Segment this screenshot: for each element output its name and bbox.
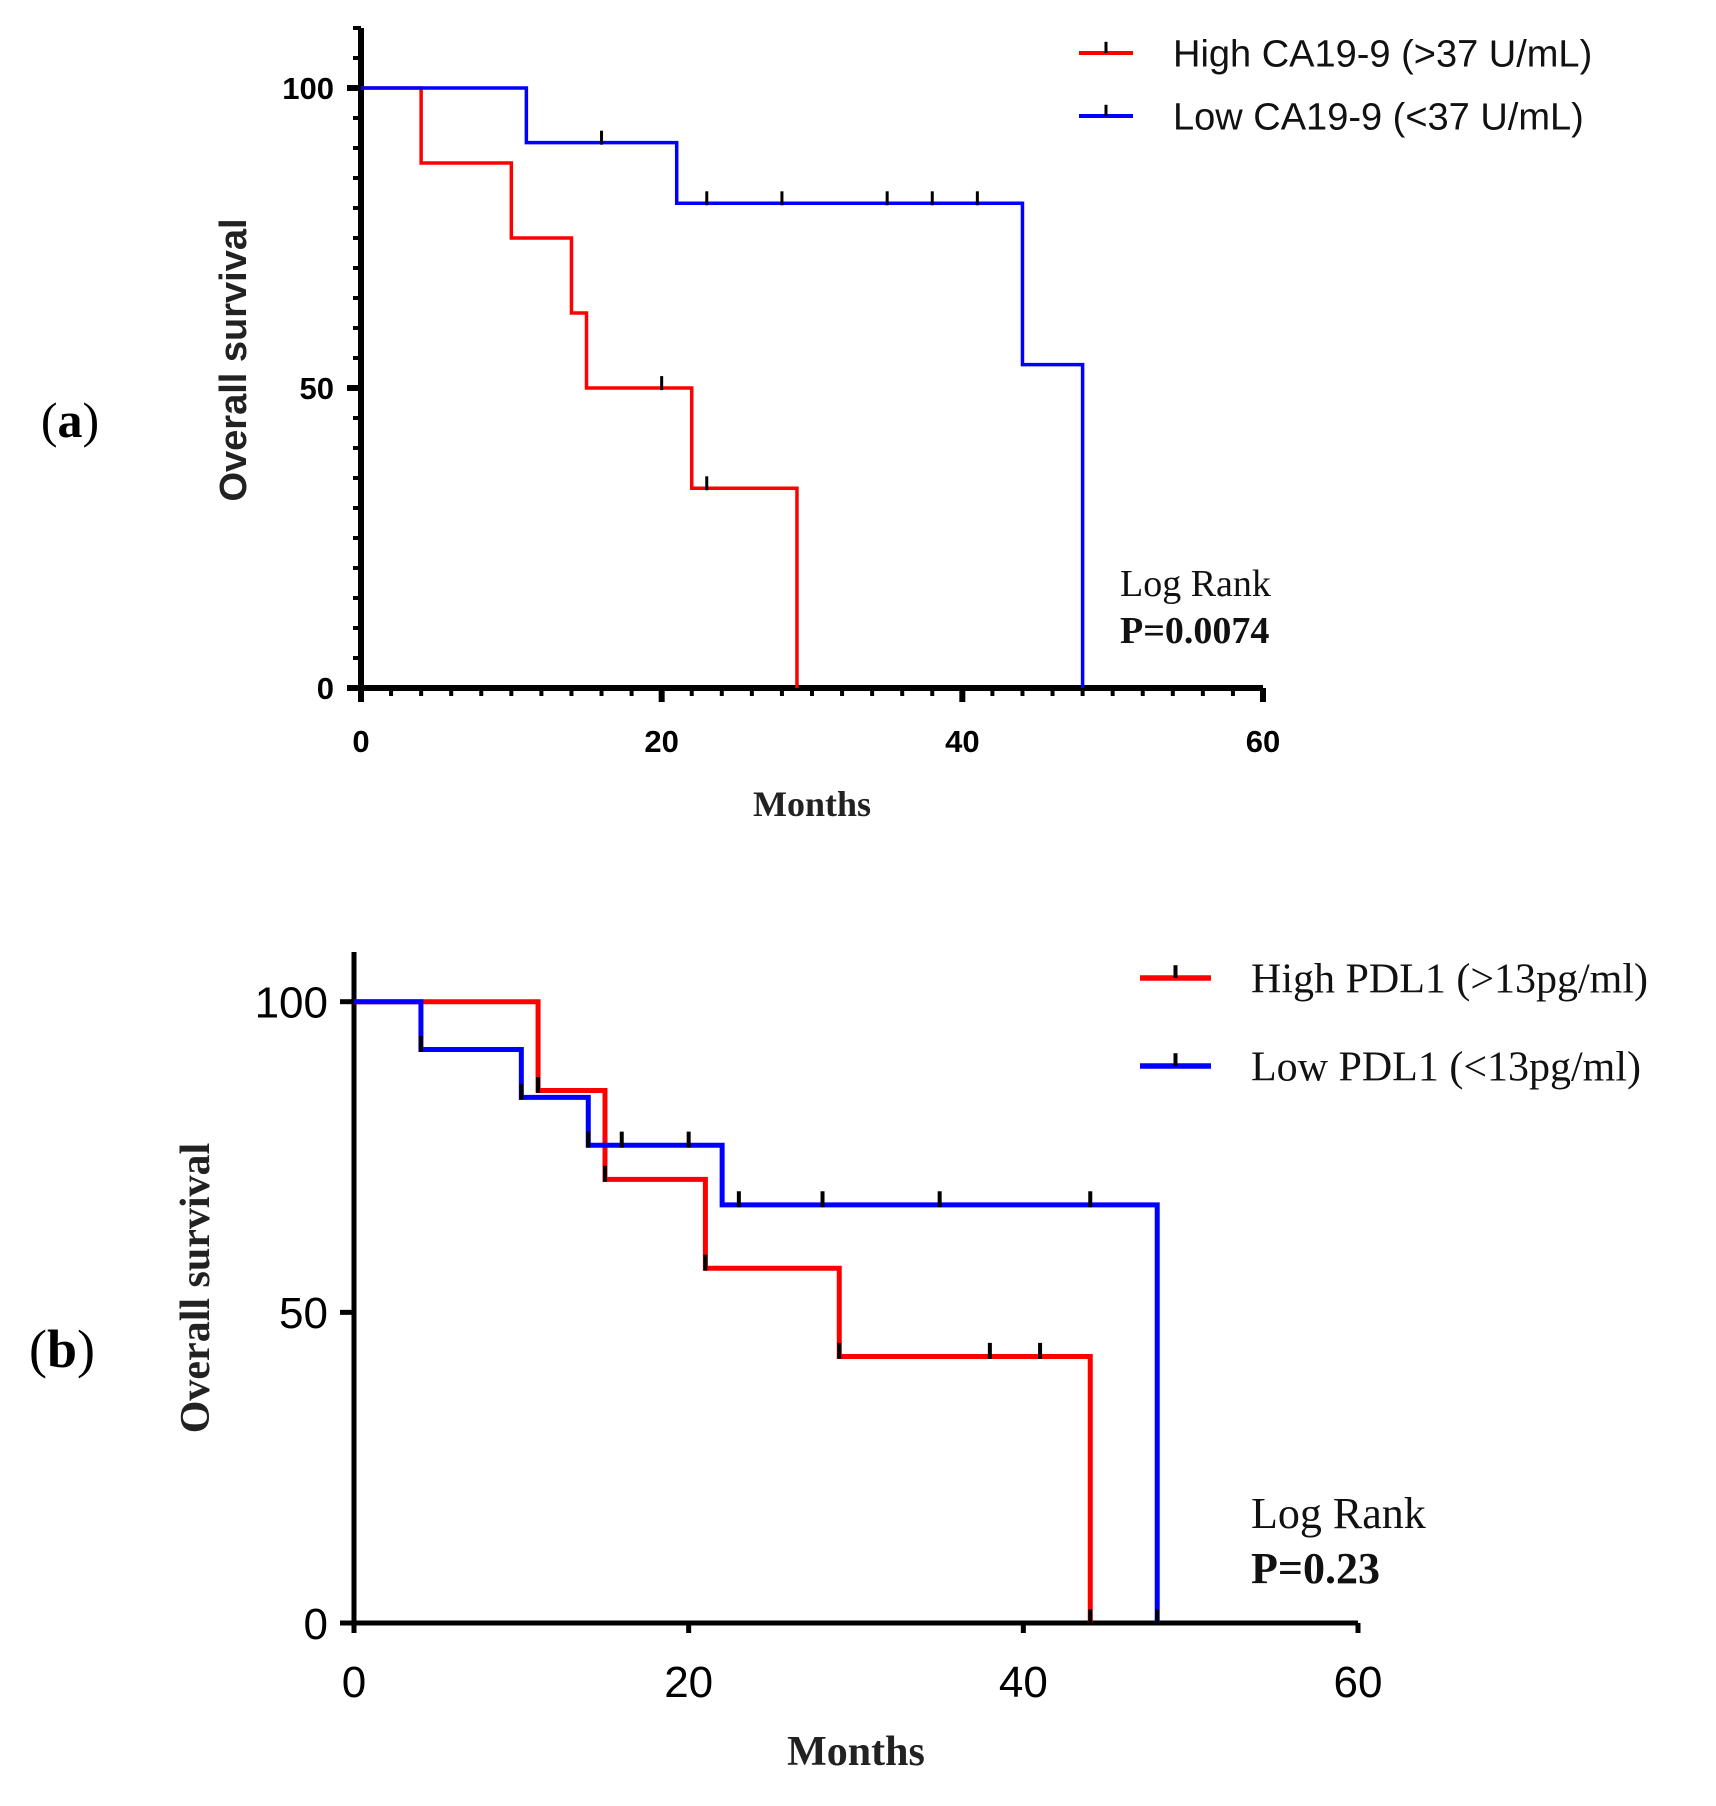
- panel-label: (b): [29, 1319, 95, 1379]
- x-tick-label: 60: [1246, 724, 1280, 759]
- x-tick-label: 20: [664, 1658, 713, 1707]
- x-tick-label: 60: [1334, 1658, 1383, 1707]
- p-value-label: P=0.0074: [1120, 610, 1269, 652]
- panel-label-paren: ): [83, 392, 100, 448]
- panel-label-paren: (: [29, 1319, 47, 1379]
- y-axis-title: Overall survival: [213, 218, 255, 501]
- panel-a: 0 20 40 60 0 50 100 Months Overall survival (a) Hi…: [41, 26, 1592, 824]
- panel-label-paren: ): [77, 1319, 95, 1379]
- y-tick-label: 0: [304, 1600, 328, 1649]
- x-tick-label: 20: [644, 724, 678, 759]
- panel-label: (a): [41, 392, 99, 448]
- y-tick-label: 0: [317, 671, 334, 706]
- legend-label-high: High CA19-9 (>37 U/mL): [1173, 33, 1592, 75]
- x-tick-label: 40: [999, 1658, 1048, 1707]
- panel-label-letter: b: [47, 1319, 77, 1379]
- log-rank-label: Log Rank: [1120, 563, 1271, 605]
- x-tick-label: 0: [342, 1658, 366, 1707]
- panel-label-letter: a: [58, 392, 83, 448]
- panel-label-paren: (: [41, 392, 58, 448]
- x-axis-title: Months: [787, 1729, 925, 1775]
- legend-label-low: Low PDL1 (<13pg/ml): [1251, 1045, 1641, 1091]
- log-rank-label: Log Rank: [1251, 1489, 1426, 1538]
- x-tick-label: 0: [352, 724, 369, 759]
- survival-curve-low: [361, 86, 1085, 688]
- panel-b: 0 20 40 60 0 50 100 Months Overall survival (b) Hi…: [29, 952, 1648, 1775]
- legend-label-low: Low CA19-9 (<37 U/mL): [1173, 96, 1584, 138]
- x-axis-title: Months: [753, 784, 871, 824]
- y-tick-label: 50: [279, 1289, 328, 1338]
- legend-label-high: High PDL1 (>13pg/ml): [1251, 957, 1648, 1003]
- y-tick-label: 100: [282, 71, 334, 106]
- survival-curve-high: [361, 86, 799, 688]
- survival-curve-high: [354, 999, 1093, 1623]
- p-value-label: P=0.23: [1251, 1544, 1380, 1593]
- y-axis-title: Overall survival: [173, 1143, 219, 1433]
- y-tick-label: 50: [300, 371, 334, 406]
- x-tick-label: 40: [945, 724, 979, 759]
- y-tick-label: 100: [255, 979, 328, 1028]
- survival-curve-low: [354, 999, 1160, 1623]
